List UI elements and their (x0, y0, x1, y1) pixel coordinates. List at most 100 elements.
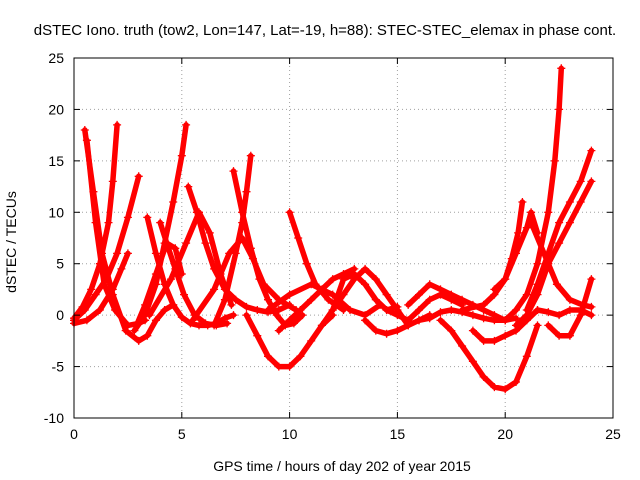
chart-title: dSTEC Iono. truth (tow2, Lon=147, Lat=-1… (34, 22, 616, 39)
data-point (104, 218, 113, 227)
data-point (415, 306, 423, 314)
data-point (576, 306, 585, 314)
data-point (522, 352, 531, 361)
data-point (91, 290, 100, 299)
data-point (253, 306, 262, 314)
data-point (205, 228, 214, 237)
series-line (189, 235, 299, 324)
data-point (512, 249, 520, 258)
data-point (382, 329, 391, 338)
data-point (512, 378, 520, 386)
series-line (491, 209, 541, 293)
series-layer (70, 64, 596, 394)
data-point (501, 331, 510, 340)
data-point (490, 316, 499, 325)
data-point (294, 234, 303, 242)
data-point (143, 331, 152, 340)
data-point (565, 306, 574, 314)
data-point (134, 336, 143, 345)
data-point (162, 239, 171, 248)
data-point (87, 285, 96, 294)
data-point (195, 321, 203, 330)
data-point (512, 306, 520, 314)
y-tick-label: 10 (48, 204, 64, 220)
data-point (436, 316, 445, 325)
data-point (82, 316, 91, 325)
data-point (182, 120, 191, 129)
data-point (404, 316, 413, 325)
data-point (177, 151, 186, 160)
data-point (490, 285, 499, 294)
series-line (286, 209, 347, 313)
data-point (555, 239, 564, 248)
data-point (317, 321, 326, 330)
data-point (108, 285, 117, 294)
data-point (425, 314, 434, 323)
data-point (134, 172, 143, 181)
data-point (565, 331, 574, 340)
x-tick-label: 5 (178, 426, 186, 442)
data-point (468, 311, 477, 320)
data-point (425, 295, 434, 304)
y-tick-label: -5 (52, 359, 65, 375)
data-point (468, 357, 477, 366)
data-point (145, 311, 154, 320)
data-point (565, 295, 574, 304)
data-point (522, 223, 531, 232)
data-point (328, 306, 337, 314)
data-point (468, 326, 477, 335)
data-point (479, 314, 488, 323)
data-point (177, 270, 186, 278)
data-point (512, 314, 520, 323)
data-point (533, 259, 542, 268)
series-line (383, 291, 465, 324)
data-point (246, 151, 255, 160)
data-point (501, 275, 510, 284)
data-point (171, 244, 180, 253)
data-point (339, 275, 348, 284)
data-point (151, 270, 160, 278)
series-32 (533, 306, 596, 320)
data-point (113, 120, 122, 129)
data-point (242, 187, 251, 196)
data-point (274, 326, 283, 335)
data-point (156, 218, 165, 227)
data-point (587, 311, 596, 320)
data-point (415, 316, 423, 325)
data-point (533, 321, 542, 330)
series-21 (382, 290, 467, 325)
data-point (289, 319, 298, 328)
data-point (229, 167, 238, 176)
series-line (416, 307, 519, 324)
data-point (167, 275, 175, 284)
data-point (238, 234, 247, 242)
data-point (540, 249, 548, 258)
data-point (404, 300, 413, 309)
series-line (437, 317, 541, 392)
data-point (578, 300, 587, 309)
data-point (552, 280, 561, 289)
data-point (436, 285, 445, 294)
grid (74, 58, 613, 418)
data-point (102, 275, 111, 284)
series-23 (415, 306, 520, 325)
data-point (248, 254, 257, 263)
ticks: 0 5 10 15 20 25 -10 -5 0 5 10 15 20 25 (44, 50, 621, 442)
data-point (141, 300, 150, 309)
data-point (108, 177, 117, 186)
y-tick-label: 15 (48, 153, 64, 169)
data-point (117, 264, 126, 273)
series-28 (501, 64, 566, 325)
data-point (143, 213, 152, 222)
x-tick-label: 20 (497, 426, 513, 442)
series-24 (436, 316, 542, 394)
data-point (188, 316, 197, 325)
data-point (527, 208, 536, 217)
data-point (361, 264, 370, 273)
series-14 (242, 311, 337, 371)
y-tick-label: 5 (56, 256, 64, 272)
x-tick-label: 0 (70, 426, 78, 442)
data-point (557, 64, 566, 73)
data-point (111, 306, 119, 314)
data-point (177, 313, 186, 322)
